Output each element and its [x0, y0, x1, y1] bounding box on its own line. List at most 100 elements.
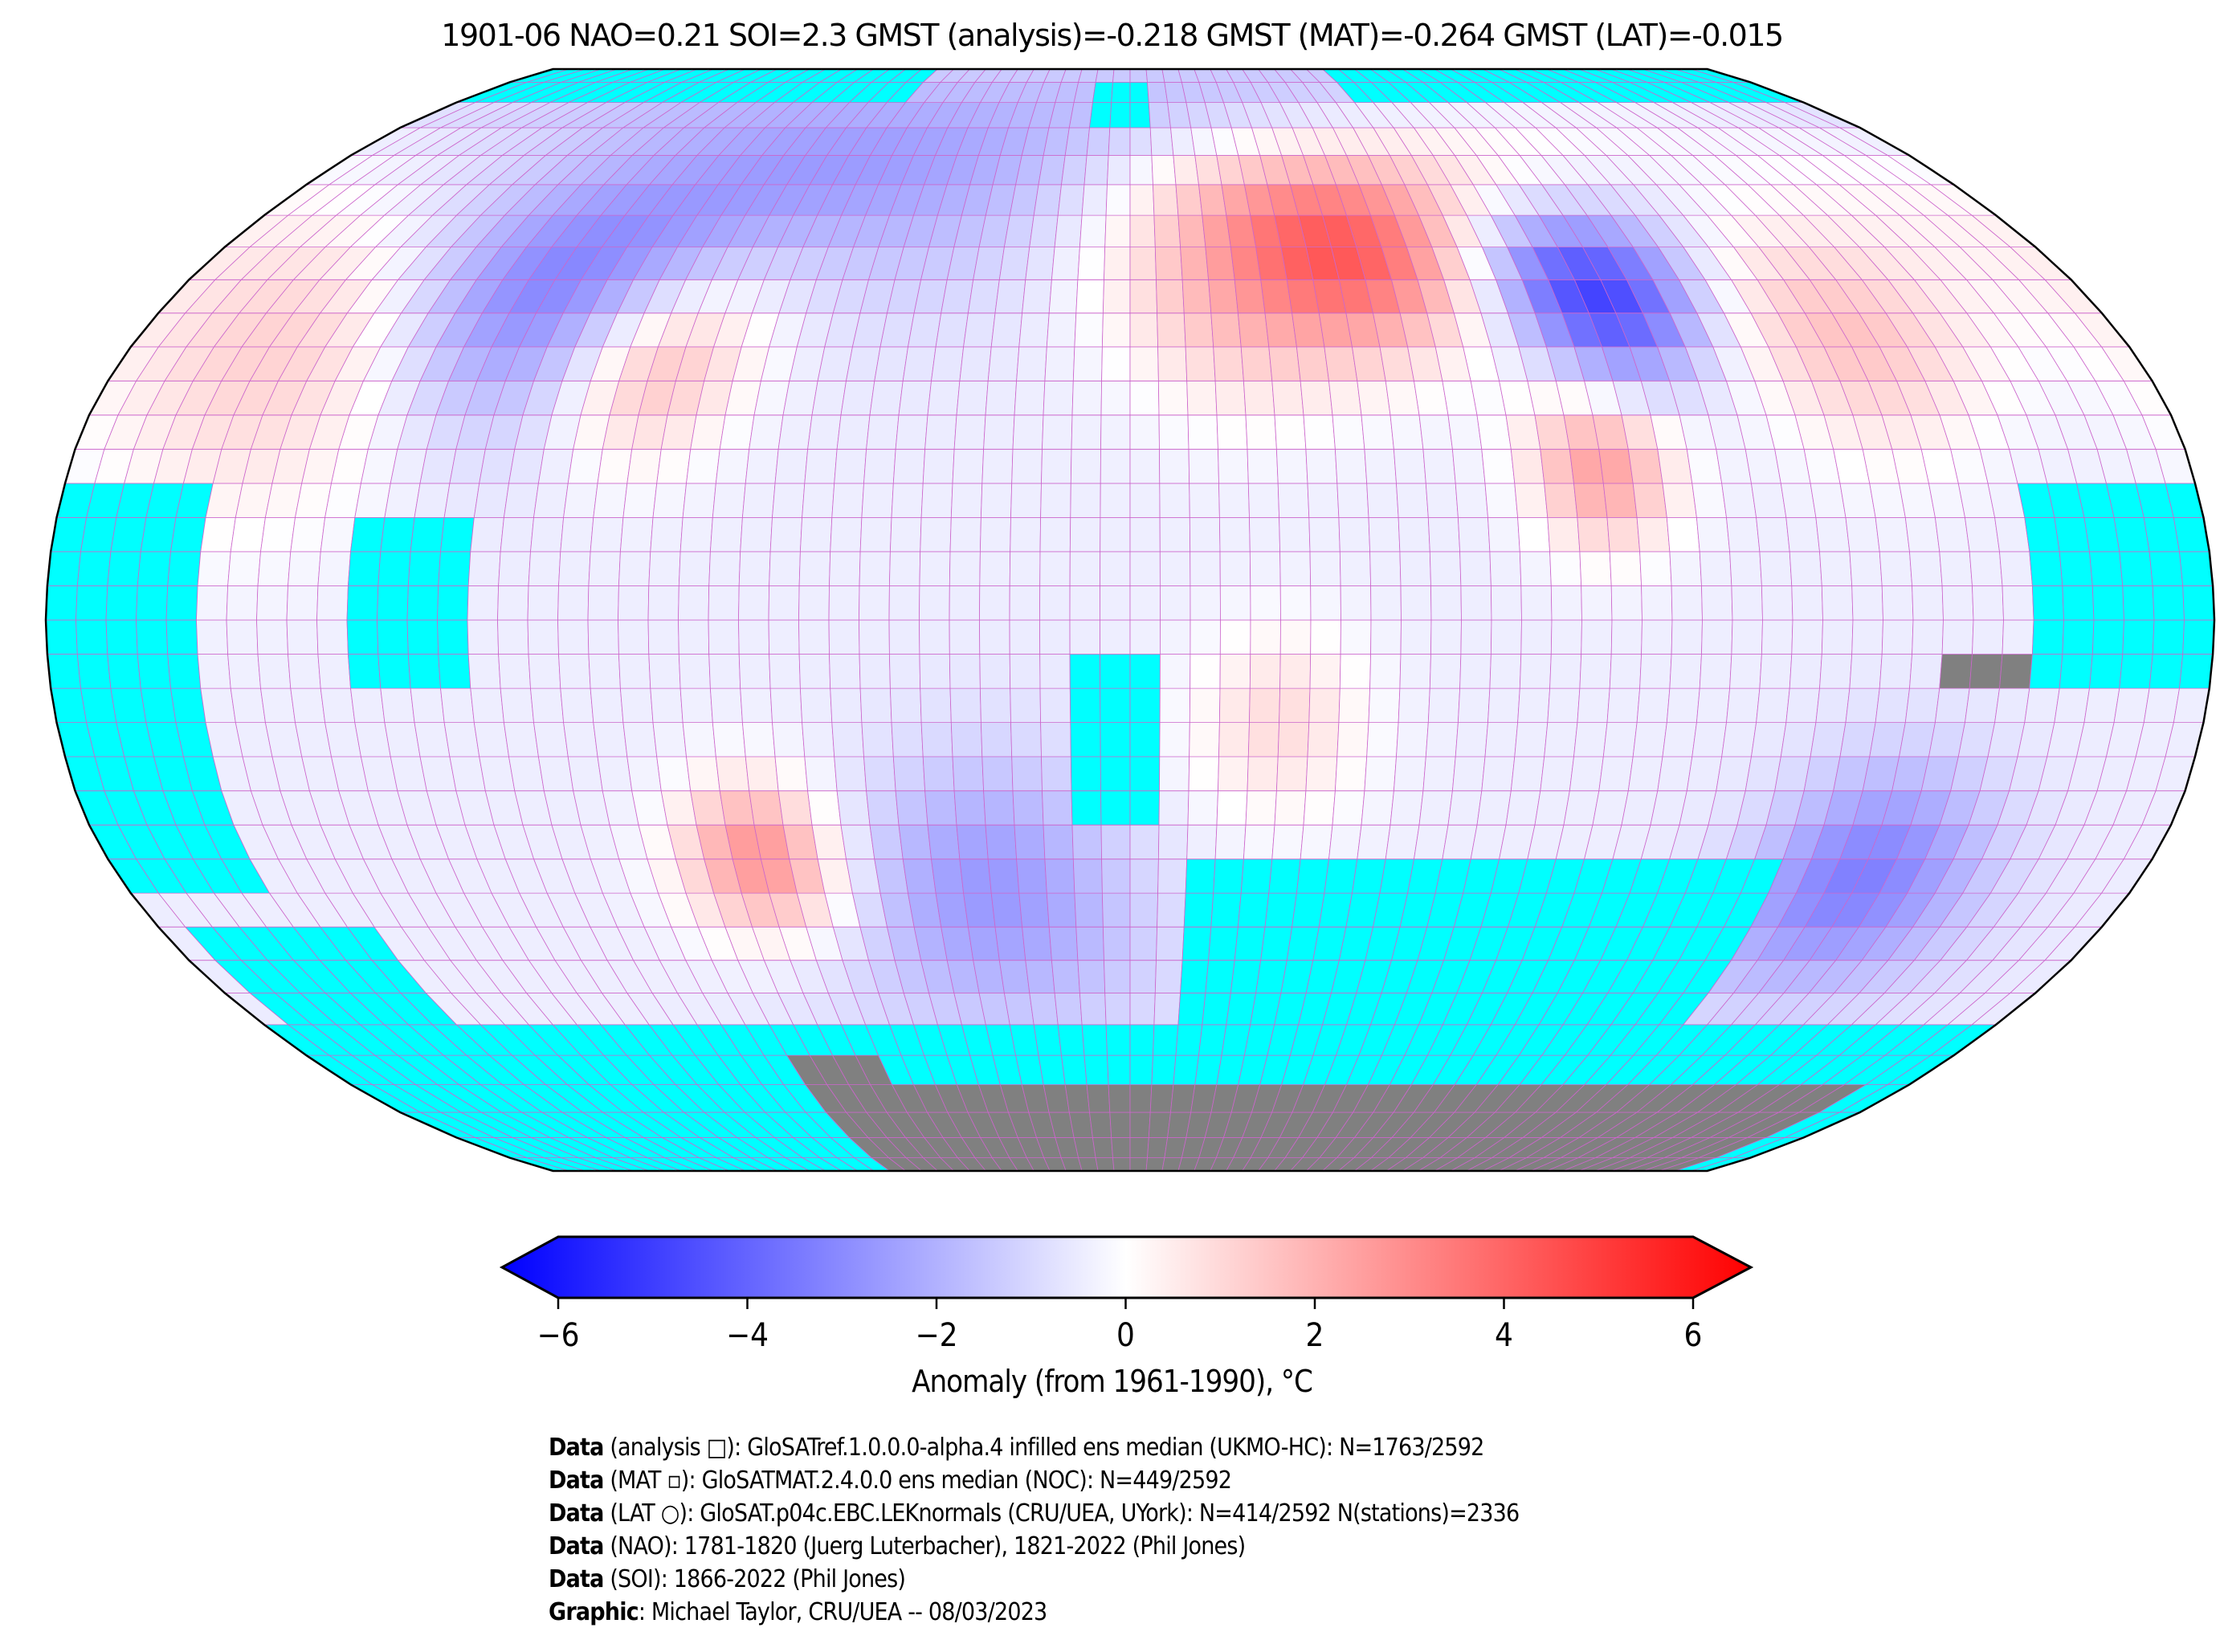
grid-cell — [2182, 619, 2214, 655]
grid-cell — [1107, 154, 1131, 186]
credit-line-label: Data — [549, 1499, 604, 1528]
grid-cell — [1598, 448, 1634, 484]
grid-cell — [622, 483, 658, 518]
grid-cell — [924, 414, 957, 450]
grid-cell — [804, 756, 838, 792]
grid-cell — [1300, 380, 1333, 416]
grid-cell — [818, 69, 859, 83]
grid-cell — [998, 247, 1030, 280]
grid-cell — [1912, 585, 1944, 621]
grid-cell — [167, 551, 202, 586]
grid-cell — [1129, 414, 1160, 450]
grid-cell — [1016, 859, 1047, 894]
grid-cell — [1205, 247, 1235, 280]
grid-cell — [1009, 654, 1041, 689]
grid-cell — [738, 654, 771, 689]
grid-cell — [2054, 517, 2090, 553]
grid-cell — [1460, 585, 1492, 621]
grid-cell — [1161, 69, 1182, 83]
grid-cell — [1154, 247, 1183, 280]
grid-cell — [1425, 483, 1459, 518]
grid-cell — [1070, 756, 1101, 792]
grid-cell — [1368, 687, 1401, 723]
grid-cell — [1279, 619, 1312, 655]
grid-cell — [1100, 790, 1131, 826]
grid-cell — [1102, 926, 1131, 961]
grid-cell — [1671, 585, 1703, 621]
grid-cell — [1939, 654, 1973, 689]
grid-cell — [1249, 551, 1281, 586]
grid-cell — [859, 687, 892, 723]
grid-cell — [530, 517, 565, 553]
grid-cell — [560, 517, 594, 553]
grid-cell — [1482, 69, 1527, 83]
grid-cell — [256, 585, 288, 621]
grid-cell — [1490, 619, 1522, 655]
grid-cell — [941, 279, 974, 314]
grid-cell — [1547, 517, 1581, 553]
grid-cell — [1385, 380, 1420, 416]
grid-cell — [1686, 756, 1723, 792]
grid-cell — [1194, 69, 1217, 83]
grid-cell — [920, 687, 952, 723]
grid-cell — [1310, 619, 1341, 655]
grid-cell — [1250, 619, 1281, 655]
grid-cell — [136, 585, 169, 621]
grid-cell — [1366, 483, 1399, 518]
grid-cell — [1400, 619, 1432, 655]
grid-cell — [1279, 687, 1311, 723]
grid-cell — [1190, 585, 1221, 621]
grid-cell — [664, 69, 714, 83]
grid-cell — [380, 517, 415, 553]
grid-cell — [320, 687, 356, 723]
grid-cell — [1003, 993, 1034, 1026]
grid-cell — [990, 312, 1023, 348]
grid-cell — [1101, 892, 1131, 928]
grid-cell — [593, 483, 628, 518]
grid-cell — [590, 687, 624, 723]
grid-cell — [678, 654, 711, 689]
grid-cell — [470, 517, 504, 553]
grid-cell — [497, 585, 529, 621]
grid-cell — [1641, 619, 1673, 655]
grid-cell — [1071, 414, 1102, 450]
grid-cell — [438, 551, 471, 586]
credit-line: Data (SOI): 1866-2022 (Phil Jones) — [549, 1563, 1519, 1596]
grid-cell — [1487, 687, 1520, 723]
grid-cell — [1149, 127, 1174, 156]
grid-cell — [1218, 756, 1249, 792]
grid-cell — [1153, 184, 1179, 216]
grid-cell — [782, 380, 818, 416]
grid-cell — [1691, 69, 1751, 83]
grid-cell — [1069, 585, 1101, 621]
grid-cell — [866, 790, 900, 826]
grid-cell — [140, 517, 177, 553]
grid-cell — [941, 926, 974, 961]
grid-cell — [2062, 585, 2095, 621]
grid-cell — [1610, 619, 1642, 655]
grid-cell — [1334, 756, 1368, 792]
grid-cell — [1078, 1157, 1099, 1171]
grid-cell — [200, 517, 236, 553]
grid-cell — [1129, 551, 1161, 586]
grid-cell — [1181, 279, 1212, 314]
grid-cell — [1044, 346, 1075, 381]
grid-cell — [1338, 687, 1371, 723]
grid-cell — [741, 483, 776, 518]
grid-cell — [738, 585, 770, 621]
grid-cell — [888, 585, 920, 621]
grid-cell — [1129, 926, 1158, 961]
grid-cell — [526, 69, 586, 83]
grid-cell — [467, 585, 500, 621]
grid-cell — [1025, 247, 1055, 280]
grid-cell — [1934, 517, 1970, 553]
grid-cell — [1089, 1112, 1112, 1138]
grid-cell — [745, 756, 779, 792]
grid-cell — [2059, 551, 2093, 586]
grid-cell — [647, 69, 698, 83]
grid-cell — [1401, 69, 1442, 83]
grid-cell — [1579, 654, 1612, 689]
credits: Data (analysis □): GloSATref.1.0.0.0-alp… — [549, 1431, 1520, 1629]
credit-line: Data (analysis □): GloSATref.1.0.0.0-alp… — [549, 1431, 1519, 1464]
grid-cell — [774, 756, 809, 792]
